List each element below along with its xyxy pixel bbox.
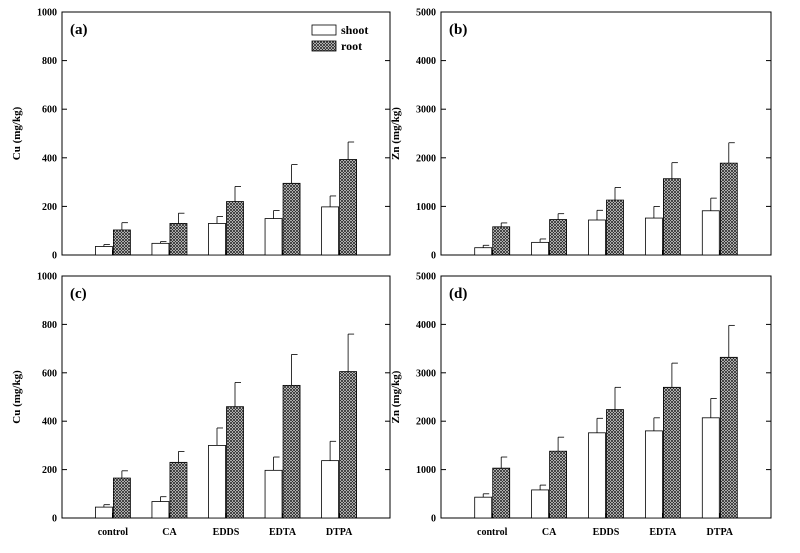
y-tick-label: 800 [42,320,57,331]
chart-panel-1: 0 200 400 600 800 1000 Cu (mg/kg) (a) [11,8,391,262]
y-tick-label: 0 [52,514,57,525]
legend-label-root: root [341,39,362,53]
x-tick-label-DTPA: DTPA [326,527,353,538]
bar-root-EDDS [226,201,244,256]
legend: shoot root [311,23,368,53]
bar-shoot-control [94,506,113,519]
y-tick-label: 0 [431,251,436,262]
y-tick-label: 4000 [416,56,436,67]
y-tick-label: 400 [42,153,57,164]
bar-shoot-DTPA [321,460,340,519]
bar-root-DTPA [339,371,358,519]
y-tick-label: 1000 [416,465,436,476]
y-tick-label: 600 [42,105,57,116]
y-tick-label: 3000 [416,368,436,379]
bar-root-CA [169,223,188,256]
y-tick-label: 1000 [37,272,57,283]
bar-root-EDTA [662,178,681,256]
bar-shoot-control [474,496,493,519]
y-tick-label: 1000 [416,202,436,213]
bar-shoot-EDTA [264,218,283,256]
bar-root-CA [549,450,568,519]
bar-shoot-DTPA [321,206,340,256]
bar-shoot-EDDS [588,432,606,519]
bar-root-control [492,467,511,519]
y-tick-label: 0 [52,251,57,262]
bar-shoot-EDTA [644,430,663,519]
bar-shoot-EDTA [644,217,663,256]
bar-shoot-CA [151,242,170,256]
bar-shoot-control [474,247,493,256]
bar-shoot-CA [531,489,550,519]
y-tick-label: 1000 [37,8,57,19]
x-tick-label-control: control [98,527,129,538]
y-axis-title: Cu (mg/kg) [11,106,23,160]
bar-root-CA [549,219,568,256]
y-tick-label: 0 [431,514,436,525]
bar-shoot-EDTA [264,469,283,519]
legend-label-shoot: shoot [341,23,368,37]
bar-shoot-DTPA [701,417,720,519]
bar-shoot-EDDS [588,219,606,256]
bar-root-DTPA [339,159,358,256]
bar-root-EDTA [282,384,301,519]
panel-label: (d) [449,286,467,302]
bar-shoot-EDDS [208,223,226,256]
x-tick-label-DTPA: DTPA [707,527,734,538]
bar-root-EDDS [226,406,244,519]
x-tick-label-CA: CA [162,527,177,538]
legend-swatch-root [311,40,337,52]
bar-root-control [112,229,131,256]
x-tick-label-EDTA: EDTA [649,527,677,538]
chart-panel-4: 0 1000 2000 3000 4000 5000 Zn (mg/kg) (d) contro… [390,272,772,538]
x-tick-label-EDDS: EDDS [213,527,240,538]
y-tick-label: 2000 [416,153,436,164]
legend-swatch-shoot [311,24,337,36]
bar-root-control [492,226,511,256]
bar-root-CA [169,461,188,519]
x-tick-label-CA: CA [542,527,557,538]
y-axis-title: Cu (mg/kg) [11,370,23,424]
bar-root-DTPA [719,162,738,256]
y-tick-label: 5000 [416,8,436,19]
bar-root-control [112,477,131,519]
bar-root-EDTA [662,386,681,519]
bar-root-EDTA [282,182,301,256]
y-tick-label: 200 [42,465,57,476]
x-tick-label-EDDS: EDDS [593,527,620,538]
y-tick-label: 800 [42,56,57,67]
bar-root-EDDS [606,199,624,256]
panel-label: (b) [449,22,467,38]
y-tick-label: 2000 [416,417,436,428]
bar-shoot-DTPA [701,210,720,256]
x-tick-label-control: control [477,527,508,538]
bar-shoot-control [94,246,113,256]
y-tick-label: 4000 [416,320,436,331]
chart-panel-2: 0 1000 2000 3000 4000 5000 Zn (mg/kg) (b) [390,8,772,262]
bar-shoot-EDDS [208,444,226,519]
bar-root-EDDS [606,409,624,519]
y-tick-label: 600 [42,368,57,379]
bar-shoot-CA [531,241,550,256]
bar-root-DTPA [719,356,738,519]
panel-label: (a) [70,22,88,38]
y-tick-label: 200 [42,202,57,213]
x-tick-label-EDTA: EDTA [269,527,297,538]
y-axis-title: Zn (mg/kg) [390,370,402,423]
y-axis-title: Zn (mg/kg) [390,107,402,160]
chart-panel-3: 0 200 400 600 800 1000 Cu (mg/kg) (c) control CA E… [11,272,391,538]
bar-shoot-CA [151,501,170,519]
y-tick-label: 400 [42,417,57,428]
y-tick-label: 5000 [416,272,436,283]
panel-label: (c) [70,286,87,302]
y-tick-label: 3000 [416,105,436,116]
